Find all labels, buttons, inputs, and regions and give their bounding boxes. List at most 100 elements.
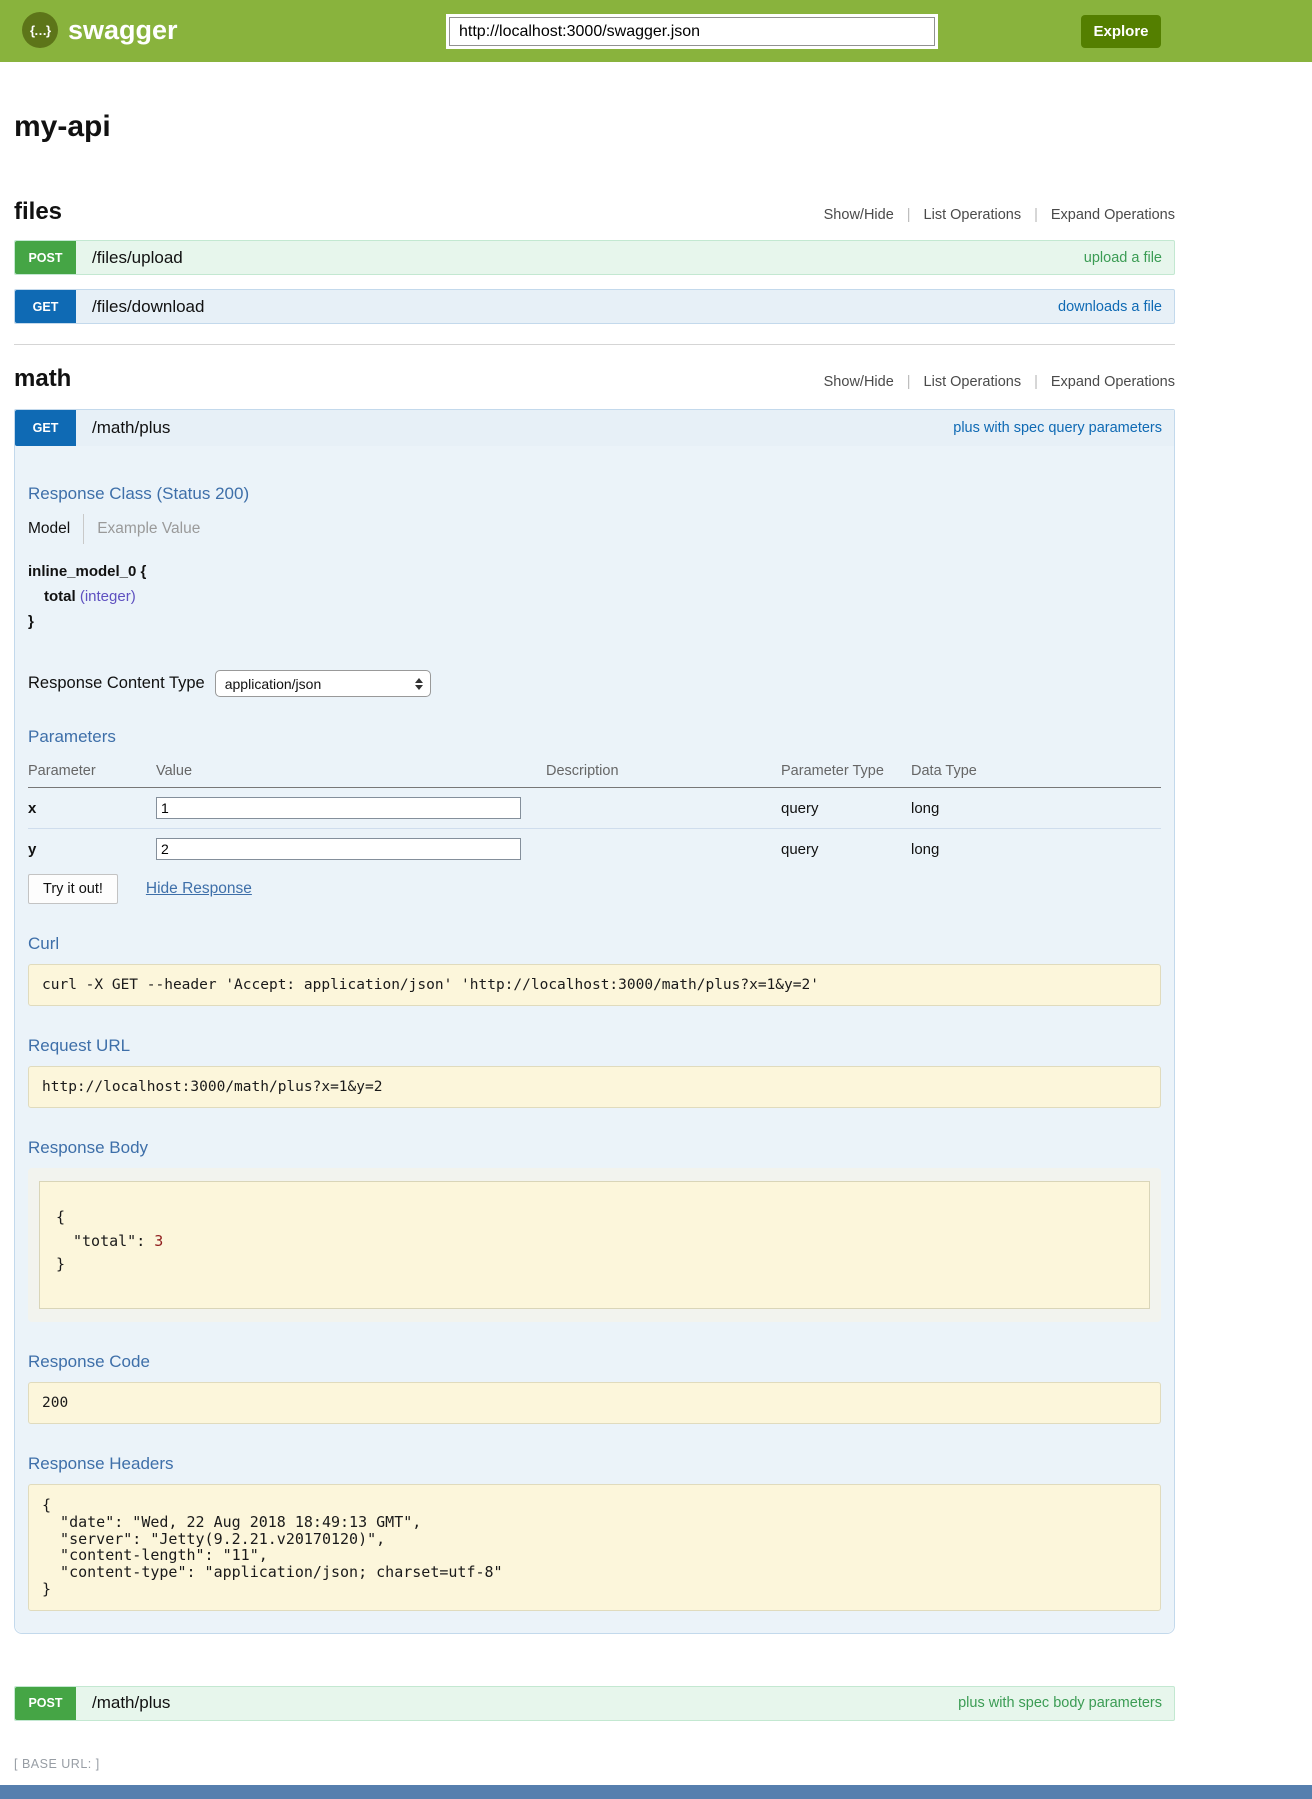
swagger-logo[interactable]: {…} swagger [22, 12, 178, 48]
curl-command: curl -X GET --header 'Accept: applicatio… [28, 964, 1161, 1007]
swagger-logo-icon: {…} [22, 12, 58, 48]
model-open: inline_model_0 { [28, 563, 147, 580]
response-content-type-select[interactable]: application/json [214, 670, 431, 698]
parameter-type: query [781, 840, 819, 858]
selected-content-type: application/json [224, 675, 322, 692]
operation-path: /files/download [92, 296, 205, 316]
response-content-type-row: Response Content Type application/json [28, 670, 1161, 698]
operation-path: /math/plus [92, 418, 171, 437]
model-property-type: (integer) [79, 587, 136, 605]
response-class-heading: Response Class (Status 200) [28, 484, 250, 503]
parameters-heading: Parameters [28, 727, 116, 747]
operation-path: /math/plus [92, 1693, 171, 1713]
tab-separator [83, 514, 85, 544]
base-url-label: [ BASE URL: ] [14, 1756, 100, 1771]
request-url-heading: Request URL [28, 1036, 131, 1056]
operation-get-math-plus-header[interactable]: GET /math/plus plus with spec query para… [15, 410, 1174, 446]
response-body-container: { "total": 3} [28, 1168, 1161, 1322]
try-row: Try it out! Hide Response [28, 874, 1161, 905]
parameters-header-row: Parameter Value Description Parameter Ty… [28, 757, 1161, 789]
control-separator: | [906, 374, 911, 390]
column-parameter: Parameter [28, 757, 156, 789]
control-separator: | [1034, 207, 1038, 223]
parameter-data-type: long [911, 787, 1161, 830]
operation-summary[interactable]: upload a file [1083, 249, 1162, 266]
parameter-name: y [28, 840, 37, 858]
operation-post-files-upload[interactable]: POST /files/upload upload a file [14, 240, 1175, 275]
parameters-table: Parameter Value Description Parameter Ty… [28, 757, 1161, 864]
explore-button[interactable]: Explore [1081, 15, 1161, 48]
api-title: my-api [14, 110, 111, 143]
post-method-badge: POST [15, 1686, 76, 1720]
response-content-type-label: Response Content Type [28, 674, 205, 693]
column-parameter-type: Parameter Type [781, 757, 911, 789]
files-list-operations-link[interactable]: List Operations [923, 207, 1022, 223]
response-body-heading: Response Body [28, 1138, 149, 1158]
response-body-json: { "total": 3} [39, 1181, 1150, 1309]
header-bar: {…} swagger Explore [0, 0, 1312, 62]
math-expand-operations-link[interactable]: Expand Operations [1050, 374, 1175, 390]
parameter-row-x: x query long [28, 787, 1161, 830]
files-section-controls: Show/Hide | List Operations | Expand Ope… [824, 207, 1175, 223]
operation-summary[interactable]: downloads a file [1058, 298, 1162, 315]
response-headers-heading: Response Headers [28, 1454, 174, 1473]
response-code-heading: Response Code [28, 1352, 150, 1371]
math-show-hide-link[interactable]: Show/Hide [823, 374, 894, 390]
select-arrows-icon [414, 677, 423, 690]
math-list-operations-link[interactable]: List Operations [923, 374, 1022, 390]
files-expand-operations-link[interactable]: Expand Operations [1050, 207, 1175, 223]
operation-detail-panel: Response Class (Status 200) Model Exampl… [15, 446, 1174, 1633]
main-content: my-api files Show/Hide | List Operations… [14, 110, 1175, 1721]
operation-get-files-download[interactable]: GET /files/download downloads a file [14, 289, 1175, 324]
parameter-type: query [781, 787, 911, 830]
json-value: 3 [154, 1231, 164, 1250]
curl-heading: Curl [28, 934, 60, 954]
parameter-name: x [28, 787, 156, 830]
parameter-y-input[interactable] [156, 838, 521, 861]
operation-summary[interactable]: plus with spec body parameters [958, 1695, 1162, 1712]
parameter-row-y: y query long [28, 829, 1161, 865]
math-section-header: math Show/Hide | List Operations | Expan… [14, 365, 1175, 393]
spec-url-input[interactable] [449, 17, 935, 46]
operation-path: /files/upload [92, 247, 183, 267]
parameter-description [546, 829, 781, 865]
json-open-brace: { [56, 1208, 66, 1227]
tab-example-value[interactable]: Example Value [97, 520, 201, 537]
bottom-bar [0, 1784, 1312, 1799]
response-headers-json: { "date": "Wed, 22 Aug 2018 18:49:13 GMT… [28, 1484, 1161, 1611]
response-code-value: 200 [28, 1382, 1161, 1424]
request-url-value: http://localhost:3000/math/plus?x=1&y=2 [28, 1066, 1161, 1109]
try-it-out-button[interactable]: Try it out! [28, 874, 118, 905]
files-section-title: files [14, 198, 63, 225]
model-signature: inline_model_0 { total (integer) } [28, 560, 1161, 634]
control-separator: | [906, 207, 911, 223]
json-key: "total": [73, 1231, 146, 1250]
hide-response-link[interactable]: Hide Response [145, 880, 252, 898]
logo-glyph: {…} [29, 22, 51, 38]
parameter-description [546, 787, 781, 830]
model-property-name: total [44, 587, 76, 605]
get-method-badge: GET [15, 290, 76, 323]
column-data-type: Data Type [911, 757, 1161, 789]
get-method-badge: GET [15, 410, 76, 446]
model-tabs: Model Example Value [28, 514, 1161, 544]
parameter-data-type: long [911, 840, 940, 858]
operation-post-math-plus[interactable]: POST /math/plus plus with spec body para… [14, 1685, 1175, 1721]
swagger-logo-text: swagger [68, 14, 178, 45]
math-section-controls: Show/Hide | List Operations | Expand Ope… [824, 374, 1175, 390]
json-close-brace: } [56, 1254, 66, 1273]
model-close: } [28, 612, 34, 630]
files-section-header: files Show/Hide | List Operations | Expa… [14, 198, 1175, 226]
post-method-badge: POST [15, 241, 76, 274]
parameter-x-input[interactable] [156, 797, 521, 820]
control-separator: | [1034, 374, 1038, 390]
model-property: total (integer) [44, 585, 1161, 610]
tab-model[interactable]: Model [28, 520, 71, 537]
section-divider [14, 344, 1175, 345]
column-description: Description [546, 757, 781, 789]
operation-get-math-plus-expanded: GET /math/plus plus with spec query para… [14, 409, 1175, 1634]
files-show-hide-link[interactable]: Show/Hide [823, 207, 894, 223]
column-value: Value [156, 757, 546, 789]
math-section-title: math [14, 365, 72, 392]
operation-summary[interactable]: plus with spec query parameters [953, 420, 1162, 436]
